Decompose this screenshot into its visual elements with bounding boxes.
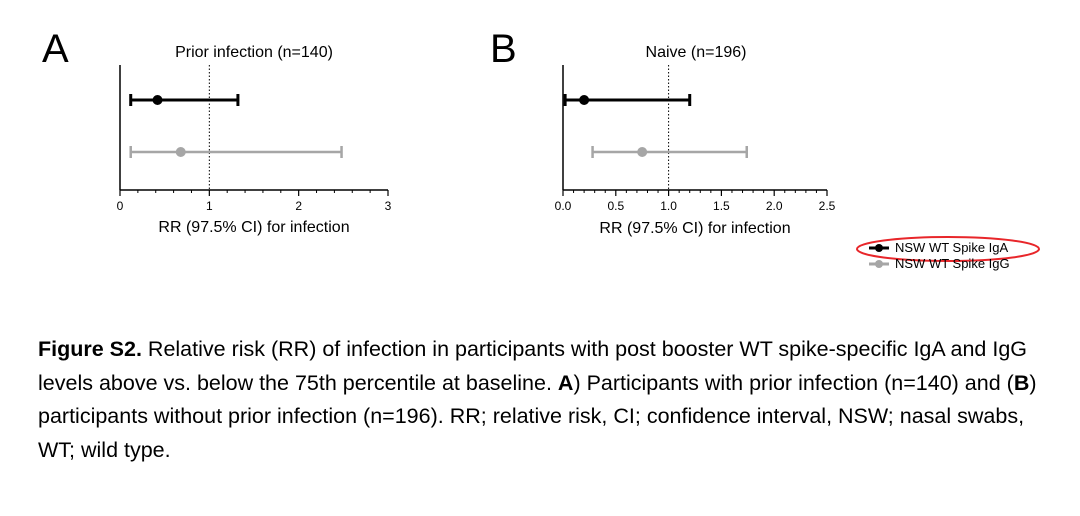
panel-title-a: Prior infection (n=140) [175,44,333,61]
caption-paragraph: Figure S2. Relative risk (RR) of infecti… [38,333,1048,467]
legend-item-iga: NSW WT Spike IgA [869,240,1009,255]
legend-marker-igg [875,260,883,268]
figure-s2: A Prior infection (n=140) RR (97.5% CI) … [42,27,1040,271]
panel-b: B Naive (n=196) RR (97.5% CI) for infect… [490,27,836,237]
x-tick-label-panel-a: 1 [206,199,213,213]
x-axis-label-a: RR (97.5% CI) for infection [158,219,349,236]
legend: NSW WT Spike IgA NSW WT Spike IgG [856,236,1040,271]
x-tick-label-panel-b: 1.0 [660,199,677,213]
panel-title-b: Naive (n=196) [646,44,747,61]
legend-label-iga: NSW WT Spike IgA [895,240,1009,255]
x-tick-label-panel-a: 2 [295,199,302,213]
panel-label-b: B [490,27,517,71]
legend-highlight-ellipse [856,236,1040,262]
panel-a: A Prior infection (n=140) RR (97.5% CI) … [42,27,392,236]
x-tick-label-panel-b: 0.5 [607,199,624,213]
x-tick-label-panel-b: 0.0 [555,199,572,213]
legend-label-igg: NSW WT Spike IgG [895,256,1010,271]
caption-text-3: ) participants without prior infection (… [38,370,1037,462]
x-tick-label-panel-a: 3 [385,199,392,213]
point-estimate-panel-a [175,147,186,157]
x-tick-label-panel-b: 2.5 [819,199,836,213]
x-tick-label-panel-b: 2.0 [766,199,783,213]
legend-marker-iga [875,244,883,252]
caption-text-1: Relative risk (RR) of infection in parti… [38,337,1028,395]
legend-item-igg: NSW WT Spike IgG [869,256,1010,271]
panel-label-a: A [42,27,69,71]
caption-text-2: ) Participants with prior infection (n=1… [573,370,1014,395]
x-axis-label-b: RR (97.5% CI) for infection [599,220,790,237]
caption-figure-label: Figure S2. [38,337,142,361]
point-estimate-panel-b [637,147,648,157]
x-tick-label-panel-b: 1.5 [713,199,730,213]
figure-caption: Figure S2. Relative risk (RR) of infecti… [38,333,1048,467]
point-estimate-panel-a [152,95,163,105]
x-tick-label-panel-a: 0 [117,199,124,213]
caption-ref-a: A [557,370,574,395]
point-estimate-panel-b [579,95,590,105]
caption-ref-b: B [1013,370,1030,395]
